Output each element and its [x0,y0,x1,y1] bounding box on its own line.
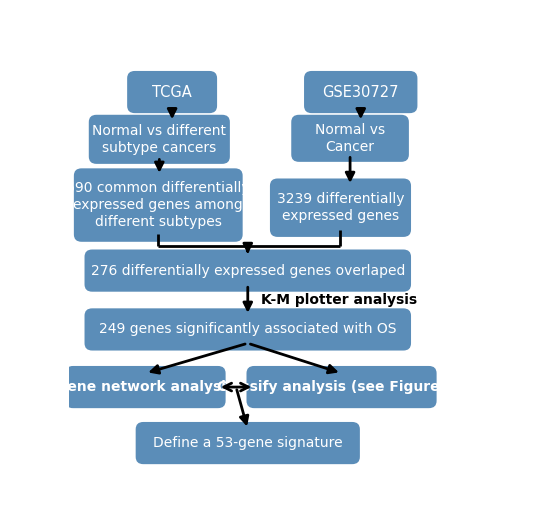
FancyBboxPatch shape [85,308,411,350]
Text: 276 differentially expressed genes overlaped: 276 differentially expressed genes overl… [91,264,405,278]
Text: Define a 53-gene signature: Define a 53-gene signature [153,436,343,450]
Text: Normal vs different
subtype cancers: Normal vs different subtype cancers [92,124,227,155]
FancyBboxPatch shape [65,366,226,408]
Text: TCGA: TCGA [152,84,192,100]
Text: 690 common differentially
expressed genes among
different subtypes: 690 common differentially expressed gene… [67,181,250,229]
Text: 249 genes significantly associated with OS: 249 genes significantly associated with … [99,323,397,336]
Text: Gene network analysis: Gene network analysis [57,380,234,394]
FancyBboxPatch shape [270,179,411,237]
Text: Classify analysis (see Figure5A): Classify analysis (see Figure5A) [217,380,466,394]
FancyBboxPatch shape [85,249,411,292]
Text: K-M plotter analysis: K-M plotter analysis [261,293,417,307]
FancyBboxPatch shape [136,422,360,464]
FancyBboxPatch shape [127,71,217,113]
Text: 3239 differentially
expressed genes: 3239 differentially expressed genes [277,192,404,223]
FancyBboxPatch shape [89,115,230,164]
FancyBboxPatch shape [246,366,437,408]
FancyBboxPatch shape [74,168,243,242]
Text: Normal vs
Cancer: Normal vs Cancer [315,123,385,154]
FancyBboxPatch shape [304,71,417,113]
FancyBboxPatch shape [292,115,409,162]
Text: GSE30727: GSE30727 [322,84,399,100]
